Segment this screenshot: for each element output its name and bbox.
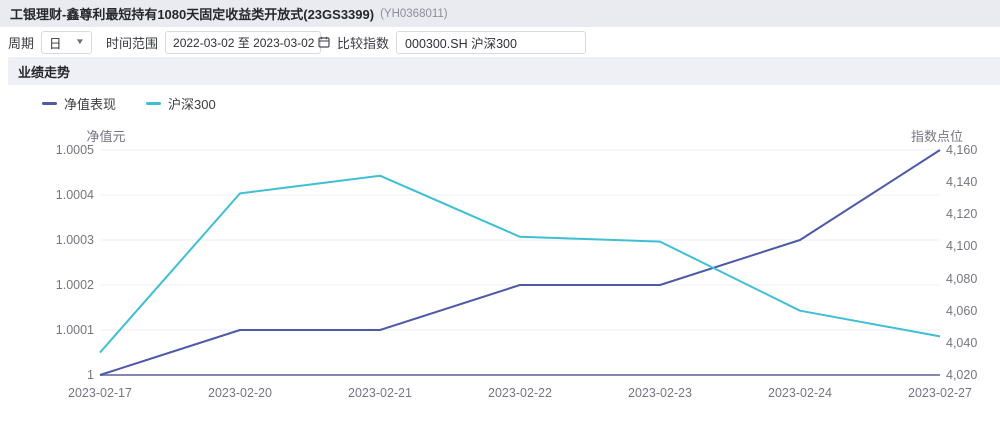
compare-index-value: 000300.SH 沪深300 [405, 36, 517, 51]
axis-tick-label: 4,100 [946, 239, 978, 254]
compare-index-input[interactable]: 000300.SH 沪深300 [396, 30, 587, 54]
chart-legend: 净值表现 沪深300 [42, 94, 216, 113]
axis-tick-label: 4,080 [946, 271, 978, 286]
calendar-icon [318, 36, 331, 48]
nav-line[interactable] [99, 149, 941, 376]
fund-code: (YH0368011) [380, 7, 448, 20]
axis-tick-label: 1.0001 [55, 323, 94, 337]
legend-item-csi300[interactable]: 沪深300 [146, 94, 216, 113]
axis-tick-label: 2023-02-20 [208, 386, 272, 400]
right-axis-title: 指数点位 [910, 129, 963, 144]
axis-tick-label: 1.0004 [55, 188, 94, 202]
axis-tick-label: 2023-02-21 [348, 386, 412, 400]
axis-tick-label: 4,140 [946, 175, 978, 190]
section-header: 业绩走势 [8, 57, 1000, 85]
daterange-input[interactable]: 2022-03-02 至 2023-03-02 [165, 30, 331, 54]
left-axis-title: 净值元 [86, 129, 126, 144]
toolbar: 周期 日 ▼ 时间范围 2022-03-02 至 2023-03-02 比较指数… [0, 27, 1000, 57]
axis-tick-label: 1.0003 [55, 233, 94, 247]
legend-item-nav[interactable]: 净值表现 [42, 94, 116, 113]
axis-tick-label: 2023-02-22 [488, 386, 552, 400]
axis-tick-label: 4,020 [946, 368, 978, 382]
axis-tick-label: 2023-02-17 [68, 386, 132, 400]
axis-tick-label: 1.0005 [55, 143, 94, 157]
period-value: 日 [49, 36, 62, 51]
axis-tick-label: 4,060 [946, 303, 978, 318]
csi300-legend-swatch [146, 102, 162, 105]
nav-legend-swatch [42, 102, 57, 105]
gridlines [100, 149, 940, 331]
axis-tick-label: 4,040 [946, 335, 978, 350]
period-label: 周期 [8, 35, 35, 51]
csi300-line[interactable] [99, 174, 941, 354]
page-title: 工银理财-鑫尊利最短持有1080天固定收益类开放式(23GS3399) [10, 7, 375, 22]
period-select[interactable]: 日 ▼ [41, 30, 93, 54]
axis-tick-label: 4,120 [946, 207, 978, 222]
section-title: 业绩走势 [18, 64, 71, 80]
chevron-down-icon: ▼ [74, 37, 86, 46]
daterange-value: 2022-03-02 至 2023-03-02 [173, 35, 315, 50]
csi300-legend-label: 沪深300 [168, 97, 216, 112]
compare-index-label: 比较指数 [337, 35, 390, 51]
axis-tick-label: 4,160 [946, 143, 978, 157]
daterange-label: 时间范围 [106, 35, 159, 51]
title-bar: 工银理财-鑫尊利最短持有1080天固定收益类开放式(23GS3399) (YH0… [0, 0, 1000, 27]
axis-tick-label: 2023-02-24 [768, 386, 832, 400]
axis-tick-label: 2023-02-27 [908, 386, 972, 400]
axis-tick-label: 1 [87, 368, 94, 382]
axis-tick-label: 1.0002 [55, 278, 94, 292]
nav-legend-label: 净值表现 [64, 97, 117, 112]
axis-tick-label: 2023-02-23 [628, 386, 692, 400]
